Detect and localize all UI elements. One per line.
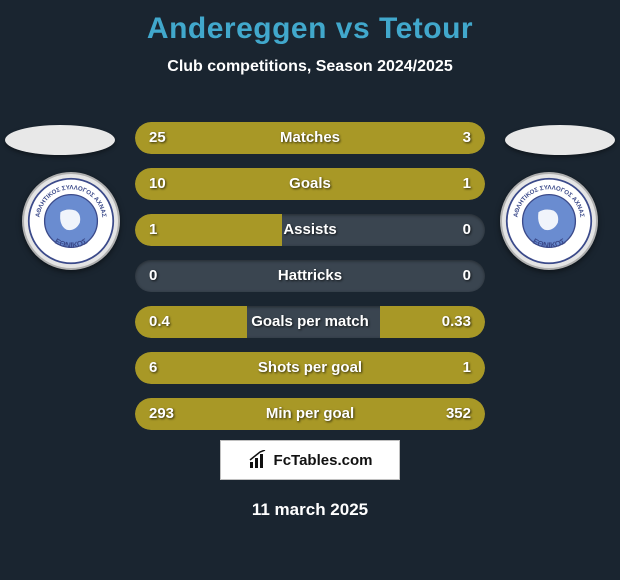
stats-bars: 253Matches 101Goals 10Assists 00Hattricks 0.… bbox=[135, 122, 485, 444]
brand-text: FcTables.com bbox=[274, 452, 373, 469]
stat-row: 61Shots per goal bbox=[135, 352, 485, 384]
stat-row: 00Hattricks bbox=[135, 260, 485, 292]
stat-label: Hattricks bbox=[135, 260, 485, 292]
stat-row: 10Assists bbox=[135, 214, 485, 246]
player-ellipse-left bbox=[5, 125, 115, 155]
club-badge-right: ΑΘΛΗΤΙΚΟΣ ΣΥΛΛΟΓΟΣ ΑΧΝΑΣ ΕΘΝΙΚΟΣ bbox=[500, 172, 598, 270]
stat-label: Assists bbox=[135, 214, 485, 246]
stat-row: 253Matches bbox=[135, 122, 485, 154]
club-badge-left: ΑΘΛΗΤΙΚΟΣ ΣΥΛΛΟΓΟΣ ΑΧΝΑΣ ΕΘΝΙΚΟΣ bbox=[22, 172, 120, 270]
stat-label: Goals bbox=[135, 168, 485, 200]
chart-icon bbox=[248, 450, 268, 470]
stat-row: 101Goals bbox=[135, 168, 485, 200]
stat-label: Shots per goal bbox=[135, 352, 485, 384]
player-ellipse-right bbox=[505, 125, 615, 155]
club-badge-right-icon: ΑΘΛΗΤΙΚΟΣ ΣΥΛΛΟΓΟΣ ΑΧΝΑΣ ΕΘΝΙΚΟΣ bbox=[505, 177, 593, 265]
date-text: 11 march 2025 bbox=[0, 500, 620, 520]
club-badge-left-icon: ΑΘΛΗΤΙΚΟΣ ΣΥΛΛΟΓΟΣ ΑΧΝΑΣ ΕΘΝΙΚΟΣ bbox=[27, 177, 115, 265]
stat-row: 0.40.33Goals per match bbox=[135, 306, 485, 338]
stat-row: 293352Min per goal bbox=[135, 398, 485, 430]
stat-label: Matches bbox=[135, 122, 485, 154]
subtitle: Club competitions, Season 2024/2025 bbox=[0, 58, 620, 76]
page-title: Andereggen vs Tetour bbox=[0, 0, 620, 46]
stat-label: Goals per match bbox=[135, 306, 485, 338]
brand-logo[interactable]: FcTables.com bbox=[220, 440, 400, 480]
stat-label: Min per goal bbox=[135, 398, 485, 430]
